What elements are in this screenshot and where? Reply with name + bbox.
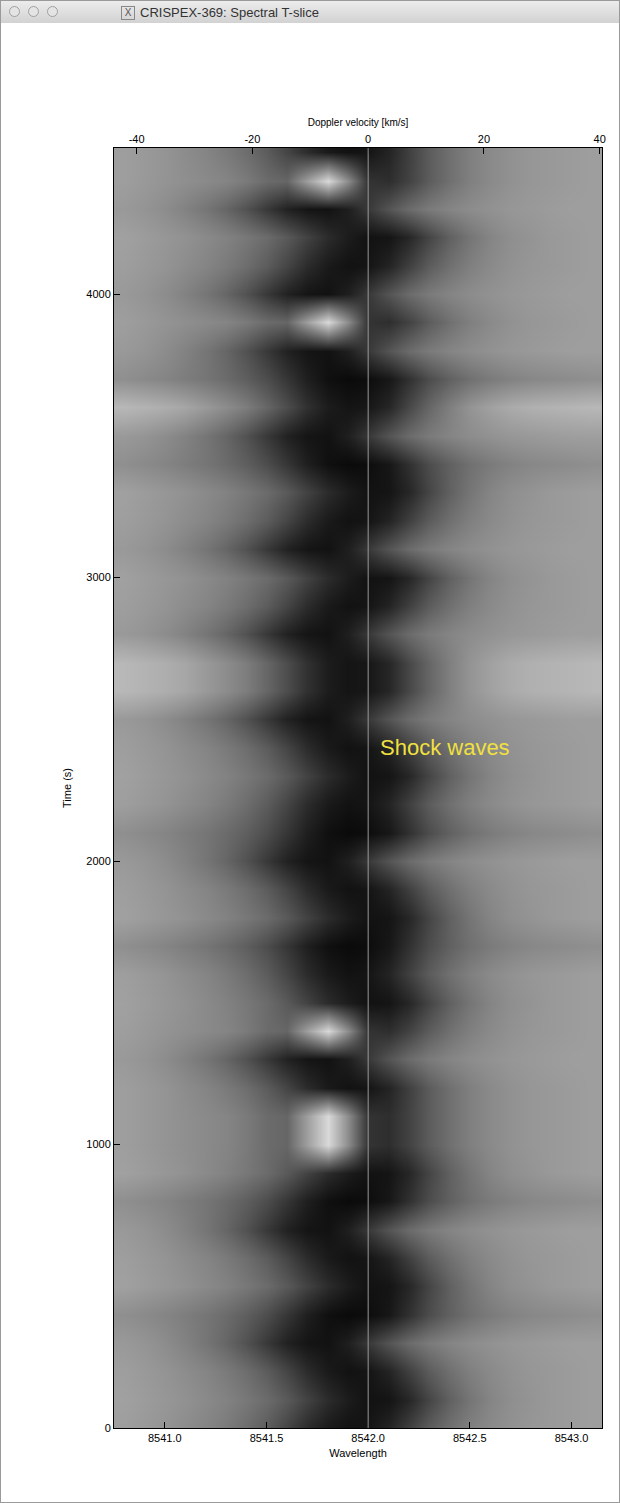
svg-text:-20: -20 <box>244 133 260 145</box>
svg-text:8541.0: 8541.0 <box>148 1432 182 1444</box>
svg-text:40: 40 <box>594 133 606 145</box>
svg-text:8542.0: 8542.0 <box>351 1432 385 1444</box>
svg-text:Shock waves: Shock waves <box>380 735 510 760</box>
svg-text:-40: -40 <box>129 133 145 145</box>
svg-text:8543.0: 8543.0 <box>555 1432 589 1444</box>
svg-text:3000: 3000 <box>86 571 110 583</box>
svg-text:1000: 1000 <box>86 1138 110 1150</box>
svg-text:20: 20 <box>478 133 490 145</box>
svg-text:Wavelength: Wavelength <box>329 1447 387 1459</box>
html-text:X: X <box>124 7 132 18</box>
svg-text:2000: 2000 <box>86 855 110 867</box>
svg-text:8542.5: 8542.5 <box>453 1432 487 1444</box>
svg-text:0: 0 <box>365 133 371 145</box>
html-text:CRISPEX-369: Spectral T-slice: CRISPEX-369: Spectral T-slice <box>140 5 319 20</box>
svg-text:8541.5: 8541.5 <box>250 1432 284 1444</box>
svg-text:0: 0 <box>105 1422 111 1434</box>
svg-text:Time (s): Time (s) <box>61 768 73 808</box>
svg-text:Doppler velocity [km/s]: Doppler velocity [km/s] <box>308 117 409 128</box>
svg-text:4000: 4000 <box>86 288 110 300</box>
